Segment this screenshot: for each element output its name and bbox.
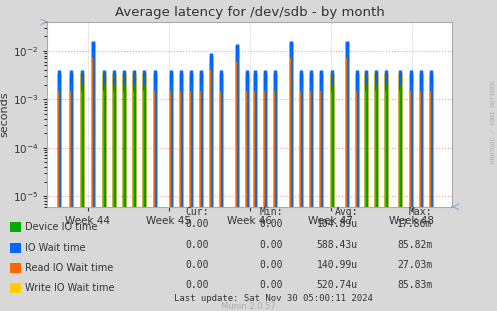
Text: 0.00: 0.00 bbox=[260, 239, 283, 249]
Text: 0.00: 0.00 bbox=[185, 219, 209, 229]
Text: Write IO Wait time: Write IO Wait time bbox=[25, 283, 114, 293]
Text: 0.00: 0.00 bbox=[185, 239, 209, 249]
Text: 85.82m: 85.82m bbox=[397, 239, 432, 249]
Text: Munin 2.0.57: Munin 2.0.57 bbox=[221, 301, 276, 310]
Y-axis label: seconds: seconds bbox=[0, 91, 10, 137]
Title: Average latency for /dev/sdb - by month: Average latency for /dev/sdb - by month bbox=[115, 6, 385, 19]
Text: Avg:: Avg: bbox=[334, 207, 358, 216]
Text: Last update: Sat Nov 30 05:00:11 2024: Last update: Sat Nov 30 05:00:11 2024 bbox=[174, 294, 373, 303]
Text: 588.43u: 588.43u bbox=[317, 239, 358, 249]
Text: 17.86m: 17.86m bbox=[397, 219, 432, 229]
Text: Cur:: Cur: bbox=[185, 207, 209, 216]
Text: 0.00: 0.00 bbox=[185, 280, 209, 290]
Text: 0.00: 0.00 bbox=[260, 260, 283, 270]
Text: Device IO time: Device IO time bbox=[25, 222, 97, 232]
Text: 520.74u: 520.74u bbox=[317, 280, 358, 290]
Text: Min:: Min: bbox=[260, 207, 283, 216]
Text: RRDTOOL / TOBI OETIKER: RRDTOOL / TOBI OETIKER bbox=[491, 80, 496, 163]
Text: IO Wait time: IO Wait time bbox=[25, 243, 85, 253]
Text: 104.89u: 104.89u bbox=[317, 219, 358, 229]
Text: Max:: Max: bbox=[409, 207, 432, 216]
Text: Read IO Wait time: Read IO Wait time bbox=[25, 263, 113, 273]
Text: 0.00: 0.00 bbox=[260, 219, 283, 229]
Text: 85.83m: 85.83m bbox=[397, 280, 432, 290]
Text: 140.99u: 140.99u bbox=[317, 260, 358, 270]
Text: 27.03m: 27.03m bbox=[397, 260, 432, 270]
Text: 0.00: 0.00 bbox=[260, 280, 283, 290]
Text: 0.00: 0.00 bbox=[185, 260, 209, 270]
